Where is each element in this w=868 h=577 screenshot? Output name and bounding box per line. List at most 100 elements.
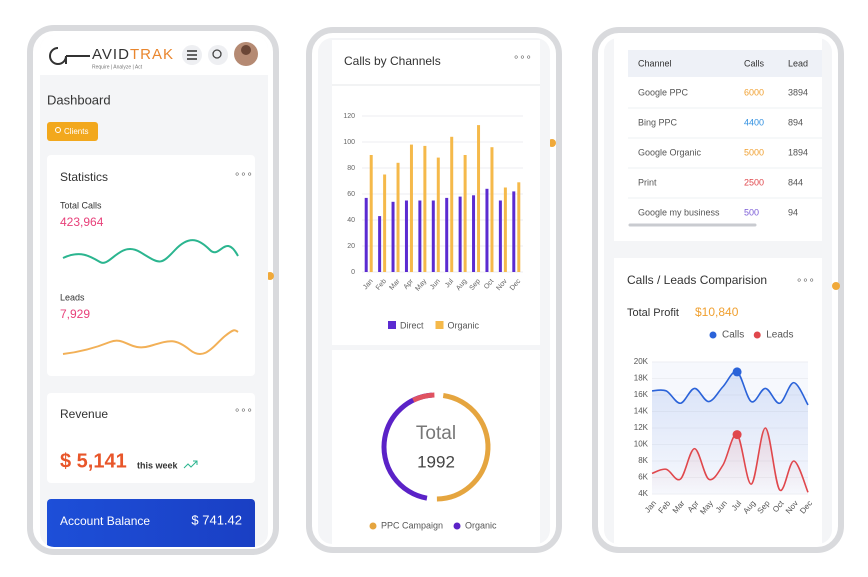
- menu-icon: [187, 50, 197, 60]
- table-cell: 894: [788, 117, 803, 127]
- bar: [477, 125, 481, 272]
- x-tick-label: Jul: [444, 278, 455, 290]
- bar: [512, 191, 516, 272]
- legend-label: PPC Campaign: [381, 520, 443, 530]
- legend-swatch: [753, 331, 761, 339]
- clients-button[interactable]: [47, 122, 98, 141]
- bar: [498, 200, 502, 272]
- revenue-amount: $ 5,141: [60, 450, 127, 472]
- y-tick-label: 80: [347, 165, 355, 172]
- revenue-period: this week: [137, 460, 179, 470]
- more-menu[interactable]: ∘∘∘: [796, 276, 815, 287]
- donut-segment: [381, 392, 491, 502]
- bar: [404, 200, 408, 272]
- bar: [436, 157, 440, 272]
- bar: [396, 162, 400, 272]
- legend-label: Calls: [722, 330, 744, 341]
- table-cell: 4400: [744, 117, 764, 127]
- statistics-card: [47, 155, 255, 376]
- side-button: [832, 282, 840, 290]
- trend-icon: [183, 460, 198, 469]
- donut-center-label: Total: [416, 423, 456, 444]
- user-icon: [55, 127, 61, 133]
- bar: [383, 174, 387, 272]
- logo-right: TRAK: [130, 46, 174, 63]
- y-tick-label: 18K: [634, 374, 649, 383]
- y-tick-label: 20K: [634, 357, 649, 366]
- stat-label: Total Calls: [60, 200, 102, 210]
- card-title: Revenue: [60, 407, 108, 421]
- stat-value: 7,929: [60, 307, 90, 321]
- legend-label: Organic: [465, 520, 497, 530]
- donut-card: [332, 350, 540, 544]
- bar: [463, 155, 467, 272]
- card-title: Calls / Leads Comparision: [627, 273, 767, 287]
- table-cell: 5000: [744, 147, 764, 157]
- legend-label: Direct: [400, 320, 424, 330]
- more-menu[interactable]: ∘∘∘: [513, 53, 532, 64]
- y-tick-label: 12K: [634, 423, 649, 432]
- y-tick-label: 4K: [638, 489, 648, 498]
- table-cell: 3894: [788, 87, 808, 97]
- bar: [490, 147, 494, 272]
- table-cell: Print: [638, 177, 657, 187]
- line: [651, 370, 809, 406]
- sparkline: [62, 329, 239, 355]
- bar: [391, 201, 395, 272]
- y-tick-label: 120: [343, 113, 355, 120]
- more-menu[interactable]: ∘∘∘: [234, 170, 253, 181]
- search-button[interactable]: [208, 45, 228, 65]
- table-cell: Google PPC: [638, 87, 689, 97]
- table-cell: Bing PPC: [638, 117, 678, 127]
- sparkline: [62, 239, 239, 264]
- y-tick-label: 0: [351, 269, 355, 276]
- table-header: [628, 50, 822, 77]
- bar: [431, 200, 435, 272]
- more-menu[interactable]: ∘∘∘: [234, 406, 253, 417]
- table-cell: 94: [788, 207, 798, 217]
- stat-label: Leads: [60, 292, 85, 302]
- donut-segment: [381, 392, 491, 502]
- logo-left: AVID: [92, 46, 130, 63]
- account-balance-card: [47, 499, 255, 547]
- y-tick-label: 40: [347, 217, 355, 224]
- column-header: Calls: [744, 58, 765, 68]
- table-cell: 844: [788, 177, 803, 187]
- legend-swatch: [453, 522, 461, 530]
- table-cell: Google my business: [638, 207, 720, 217]
- legend-label: Organic: [448, 320, 480, 330]
- y-tick-label: 16K: [634, 390, 649, 399]
- area: [652, 427, 808, 494]
- profit-label: Total Profit: [627, 307, 679, 319]
- point-marker: [732, 430, 742, 440]
- balance-label: Account Balance: [60, 514, 150, 528]
- legend-swatch: [388, 321, 396, 329]
- legend-label: Leads: [766, 330, 793, 341]
- bar: [503, 187, 507, 272]
- bar: [418, 200, 422, 272]
- y-tick-label: 6K: [638, 473, 648, 482]
- column-header: Channel: [638, 58, 672, 68]
- legend-swatch: [435, 321, 444, 329]
- table-cell: 500: [744, 207, 759, 217]
- bar: [369, 155, 373, 272]
- page-title: Dashboard: [47, 92, 111, 107]
- table-cell: 1894: [788, 147, 808, 157]
- table-cell: 2500: [744, 177, 764, 187]
- y-tick-label: 60: [347, 191, 355, 198]
- revenue-card: [47, 393, 255, 483]
- column-header: Lead: [788, 58, 808, 68]
- point-marker: [732, 367, 742, 377]
- donut-center-value: 1992: [417, 452, 455, 471]
- bar: [458, 196, 462, 272]
- clients-button-label: Clients: [64, 127, 88, 136]
- y-tick-label: 20: [347, 243, 355, 250]
- phone-1: AVID TRAK Require | Analyze | Act Dashbo…: [40, 35, 268, 547]
- bar: [450, 136, 454, 272]
- donut-segment: [381, 392, 491, 502]
- y-tick-label: 10K: [634, 440, 649, 449]
- phone-2: Calls by Channels ∘∘∘ 020406080100120Jan…: [318, 38, 550, 544]
- table-cell: 6000: [744, 87, 764, 97]
- chart-card: [332, 40, 540, 345]
- phone-3: Channel Calls Lead Google PPC 6000 3894 Bing P…: [604, 38, 832, 544]
